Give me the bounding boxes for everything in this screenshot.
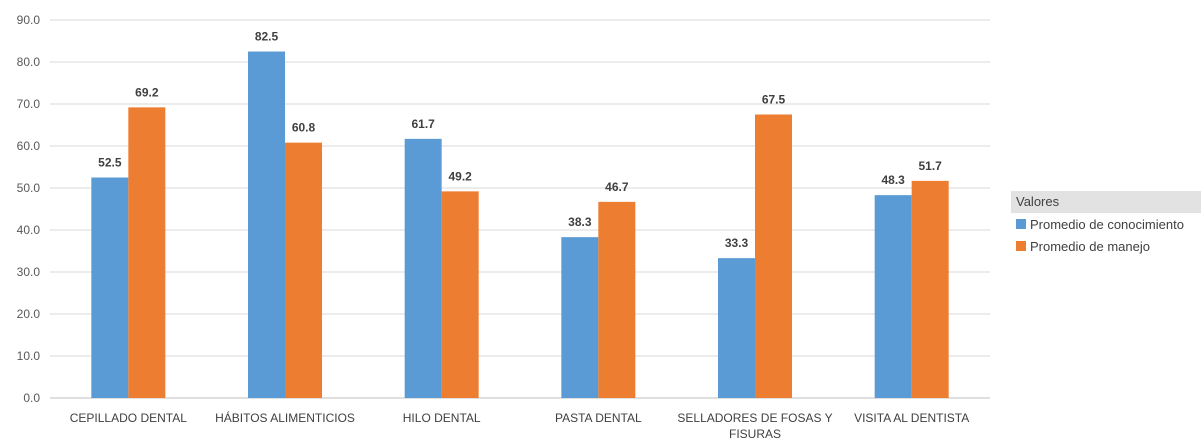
data-label: 82.5	[255, 30, 279, 44]
legend-item-manejo: Promedio de manejo	[1011, 235, 1201, 257]
y-tick-label: 50.0	[17, 181, 41, 195]
legend-label-conocimiento: Promedio de conocimiento	[1030, 216, 1184, 232]
bar-conocimiento	[248, 51, 285, 398]
x-tick-label: VISITA AL DENTISTA	[854, 411, 969, 425]
bar-manejo	[441, 191, 479, 398]
legend-label-manejo: Promedio de manejo	[1030, 238, 1150, 254]
data-label: 33.3	[725, 236, 749, 250]
bar-manejo	[128, 107, 166, 399]
data-label: 46.7	[605, 180, 629, 194]
bar-manejo	[911, 180, 949, 398]
data-label: 67.5	[762, 93, 786, 107]
y-tick-label: 90.0	[17, 13, 41, 27]
bar-manejo	[285, 142, 322, 398]
data-label: 51.7	[918, 159, 942, 173]
x-tick-label: HÁBITOS ALIMENTICIOS	[215, 410, 355, 425]
data-label: 52.5	[98, 156, 122, 170]
bar-conocimiento	[404, 138, 442, 399]
y-tick-label: 40.0	[17, 223, 41, 237]
data-label: 48.3	[881, 173, 905, 187]
data-label: 60.8	[292, 121, 316, 135]
x-tick-label: FISURAS	[729, 427, 781, 441]
y-tick-label: 80.0	[17, 55, 41, 69]
x-tick-label: SELLADORES DE FOSAS Y	[677, 411, 832, 425]
data-label: 69.2	[135, 85, 159, 99]
bar-manejo	[755, 114, 792, 398]
data-label: 38.3	[568, 215, 592, 229]
data-label: 61.7	[411, 117, 435, 131]
bar-conocimiento	[718, 258, 755, 398]
legend-title: Valores	[1011, 191, 1201, 213]
legend-item-conocimiento: Promedio de conocimiento	[1011, 213, 1201, 235]
y-tick-label: 70.0	[17, 97, 41, 111]
bar-chart: 0.0 10.0 20.0 30.0 40.0 50.0 60.0 70.0 80.0 90.0 5…	[17, 13, 990, 441]
x-tick-label: HILO DENTAL	[403, 411, 481, 425]
bar-manejo	[598, 201, 636, 398]
bar-conocimiento	[874, 195, 912, 398]
y-tick-label: 10.0	[17, 349, 41, 363]
legend: Valores Promedio de conocimiento Promedi…	[1011, 191, 1201, 257]
y-tick-label: 60.0	[17, 139, 41, 153]
x-tick-label: PASTA DENTAL	[555, 411, 642, 425]
legend-swatch-manejo	[1016, 241, 1026, 251]
legend-swatch-conocimiento	[1016, 219, 1026, 229]
y-tick-label: 30.0	[17, 265, 41, 279]
bar-conocimiento	[91, 177, 129, 398]
y-tick-label: 20.0	[17, 307, 41, 321]
data-label: 49.2	[448, 169, 472, 183]
x-tick-label: CEPILLADO DENTAL	[70, 411, 187, 425]
bar-conocimiento	[561, 237, 599, 398]
y-tick-label: 0.0	[23, 391, 40, 405]
